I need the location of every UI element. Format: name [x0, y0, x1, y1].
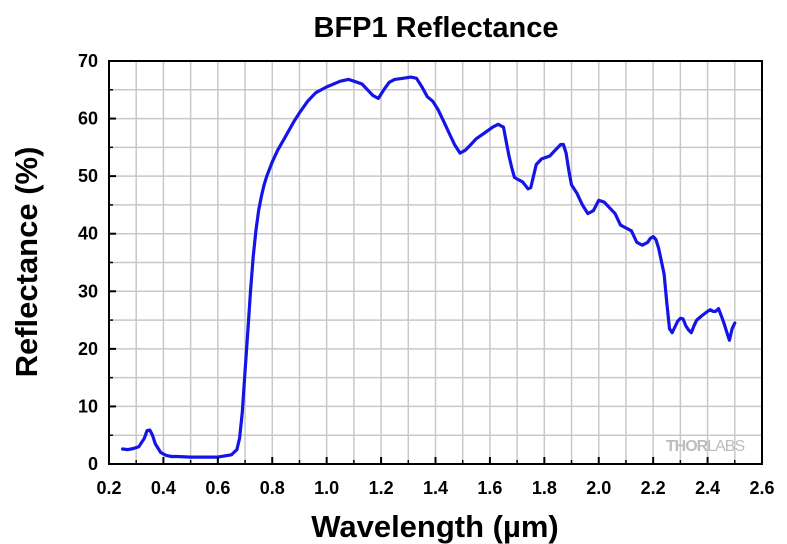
x-tick-label: 0.4 — [151, 478, 176, 498]
axis-ticks — [108, 60, 763, 465]
x-tick-label: 1.2 — [369, 478, 394, 498]
x-tick-label: 1.8 — [532, 478, 557, 498]
x-axis-title: Wavelength (µm) — [311, 509, 559, 544]
x-tick-label: 2.0 — [586, 478, 611, 498]
x-tick-label: 0.6 — [205, 478, 230, 498]
y-axis-title: Reflectance (%) — [9, 147, 44, 378]
grid — [109, 61, 762, 464]
series-layer — [121, 75, 737, 459]
thorlabs-watermark: THORLABS — [666, 438, 746, 455]
x-tick-label: 0.8 — [260, 478, 285, 498]
y-tick-label: 60 — [78, 109, 98, 129]
y-tick-label: 40 — [78, 224, 98, 244]
y-tick-label: 10 — [78, 396, 98, 416]
x-tick-label: 1.6 — [477, 478, 502, 498]
y-tick-label: 70 — [78, 51, 98, 71]
watermark-thor: THOR — [666, 438, 709, 455]
y-tick-labels: 0 10 20 30 40 50 60 70 — [78, 51, 98, 474]
svg-text:THORLABS: THORLABS — [666, 438, 745, 455]
watermark-labs: LABS — [707, 438, 744, 455]
y-tick-label: 20 — [78, 339, 98, 359]
y-tick-label: 50 — [78, 166, 98, 186]
y-tick-label: 30 — [78, 281, 98, 301]
series-line-bfp1 — [121, 75, 737, 459]
x-tick-labels: 0.2 0.4 0.6 0.8 1.0 1.2 1.4 1.6 1.8 2.0 2.2 2.4 2.6 — [96, 478, 774, 498]
x-tick-label: 1.0 — [314, 478, 339, 498]
x-tick-label: 0.2 — [96, 478, 121, 498]
y-tick-label: 0 — [88, 454, 98, 474]
x-tick-label: 2.6 — [749, 478, 774, 498]
chart-title: BFP1 Reflectance — [314, 12, 559, 44]
x-tick-label: 1.4 — [423, 478, 448, 498]
x-tick-label: 2.2 — [641, 478, 666, 498]
x-tick-label: 2.4 — [695, 478, 720, 498]
